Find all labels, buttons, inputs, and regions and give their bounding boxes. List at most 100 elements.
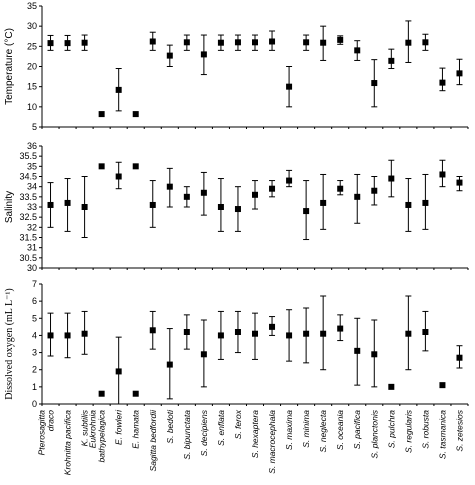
y-tick-label: 35.5 <box>19 151 37 161</box>
category-label-line: K. subtilis <box>80 409 90 446</box>
y-tick-label: 33.5 <box>19 192 37 202</box>
category-label: S. macrocephala <box>267 410 277 474</box>
category-label: E. fowleri <box>114 409 124 445</box>
y-tick-label: 10 <box>27 102 37 112</box>
data-point <box>252 330 258 337</box>
category-label-line: S. oceania <box>335 410 345 450</box>
data-point <box>81 330 88 337</box>
category-label-line: S. enflata <box>216 410 226 446</box>
category-label: S. bedoti <box>165 409 175 444</box>
category-label-line: S. pulchra <box>386 410 396 449</box>
data-point <box>456 179 463 186</box>
category-label: S. zetesios <box>454 409 464 451</box>
data-point <box>303 208 310 215</box>
data-point <box>439 171 446 178</box>
y-tick-label: 25 <box>27 41 37 51</box>
category-label: Eukrohnia bathypelagica <box>88 410 107 463</box>
y-tick-label: 5 <box>32 313 37 323</box>
data-point <box>149 201 156 208</box>
y-axis-label: Dissolved oxygen (mL L⁻¹) <box>4 288 15 400</box>
y-tick-label: 6 <box>32 296 37 306</box>
data-point <box>252 191 258 198</box>
error-bar <box>439 67 446 92</box>
category-label: K. subtilis <box>80 409 90 446</box>
data-point <box>320 39 327 46</box>
data-point <box>64 40 71 47</box>
panel-3: 0 1 2 3 4 5 6 7 Dissolved oxygen (mL L⁻¹) <box>4 279 469 409</box>
y-tick-label: 2 <box>32 365 37 375</box>
data-point <box>115 173 122 180</box>
data-point <box>149 38 156 45</box>
data-point <box>456 70 463 77</box>
data-point <box>132 111 139 118</box>
data-point <box>217 332 224 339</box>
category-label-line: S. pacifica <box>352 410 362 449</box>
data-point <box>371 187 378 194</box>
category-label-line: Sagitta bedfordii <box>148 409 158 472</box>
data-point <box>320 199 327 206</box>
y-tick-label: 0 <box>32 399 37 409</box>
category-label: S. bipunctata <box>182 410 192 460</box>
data-point <box>166 52 173 59</box>
y-axis-label: Temperature (°C) <box>4 28 15 105</box>
data-point <box>439 79 446 86</box>
category-label: Krohnitta pacifica <box>63 410 73 475</box>
y-tick-label: 36 <box>27 141 37 151</box>
data-point <box>354 193 361 200</box>
category-label-line: S. macrocephala <box>267 410 277 474</box>
category-label-line: S. zetesios <box>454 409 464 451</box>
panel-1: 5 10 15 20 25 30 35 Temperature (°C) <box>4 1 469 132</box>
category-label-line: S. regularis <box>403 409 413 453</box>
data-point <box>320 330 327 337</box>
category-label-line: S. bedoti <box>165 409 175 444</box>
category-label-line: E. hamata <box>131 410 141 449</box>
category-label-line: S. bipunctata <box>182 410 192 460</box>
data-point <box>149 327 156 334</box>
y-tick-label: 15 <box>27 82 37 92</box>
data-point <box>47 332 54 339</box>
data-point <box>98 111 105 118</box>
y-tick-label: 4 <box>32 330 37 340</box>
data-point <box>286 177 293 184</box>
category-label: S. pulchra <box>386 410 396 449</box>
data-point <box>166 361 173 368</box>
data-point <box>217 204 224 210</box>
data-point <box>388 175 395 182</box>
data-point <box>303 330 310 337</box>
category-label: S. oceania <box>335 410 345 450</box>
y-tick-label: 35 <box>27 161 37 171</box>
data-point <box>217 39 224 46</box>
data-point <box>303 39 310 46</box>
data-point <box>371 351 378 358</box>
data-point <box>183 193 190 200</box>
y-tick-label: 30 <box>27 21 37 31</box>
data-point <box>269 38 276 45</box>
data-point <box>234 39 241 46</box>
data-point <box>115 368 122 375</box>
data-point <box>456 354 463 361</box>
category-label-line: S. ferox <box>233 409 243 439</box>
data-point <box>234 329 241 335</box>
data-point <box>98 390 105 397</box>
category-label-line: draco <box>46 410 56 432</box>
category-label: S. neglecta <box>318 410 328 453</box>
category-label: S. pacifica <box>352 410 362 449</box>
data-point <box>132 163 139 170</box>
y-tick-label: 35 <box>27 1 37 11</box>
category-label-line: S. robusta <box>420 410 430 449</box>
category-label: S. enflata <box>216 410 226 446</box>
data-point <box>200 51 207 58</box>
category-label: S. maxima <box>284 410 294 450</box>
y-tick-label: 32 <box>27 222 37 232</box>
category-label: S. decipiens <box>199 409 209 456</box>
category-label: S. minima <box>301 410 311 448</box>
data-point <box>388 57 395 64</box>
category-label-line: S. hexaptera <box>250 410 260 458</box>
data-point <box>286 332 293 339</box>
data-point <box>269 185 276 192</box>
data-point <box>405 201 412 208</box>
y-tick-label: 34.5 <box>19 172 37 182</box>
